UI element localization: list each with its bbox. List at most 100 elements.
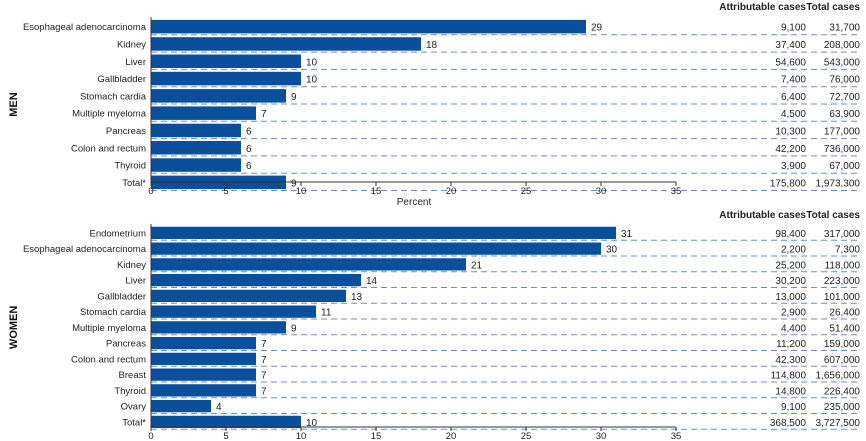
x-tick-label: 25 [521,431,532,441]
category-label: Stomach cardia [80,307,147,318]
attributable-cases-value: 4,500 [781,109,806,120]
category-label: Thyroid [114,386,146,397]
attributable-cases-value: 4,400 [781,323,806,334]
category-label: Thyroid [114,161,146,172]
attributable-cases-value: 42,200 [775,144,806,155]
x-axis-label: Percent [397,197,432,208]
group-label-men: MEN [8,92,20,117]
x-tick-label: 5 [223,186,228,197]
bar [151,273,361,287]
category-label: Multiple myeloma [72,109,147,120]
data-label: 14 [366,276,378,287]
attributable-cases-value: 98,400 [775,229,806,240]
data-label: 7 [261,109,267,120]
data-label: 11 [321,308,332,319]
category-label: Gallbladder [97,74,146,85]
total-cases-value: 63,900 [829,109,860,120]
category-label: Multiple myeloma [72,323,147,334]
x-tick-label: 10 [296,431,307,441]
x-tick-label: 20 [446,186,457,197]
bar [151,289,346,303]
total-cases-value: 7,300 [835,245,860,256]
bar [151,106,256,120]
total-cases-value: 607,000 [824,355,861,366]
bar [151,352,256,366]
data-label: 9 [291,178,297,189]
attributable-cases-value: 9,100 [781,402,806,413]
attributable-cases-value: 3,900 [781,161,806,172]
attributable-cases-value: 10,300 [775,126,806,137]
attributable-cases-value: 2,200 [781,245,806,256]
bar [151,71,301,86]
category-label: Pancreas [106,339,146,350]
data-label: 31 [621,229,633,240]
data-label: 7 [261,339,267,350]
group-label-women: WOMEN [8,306,20,349]
attributable-cases-value: 175,800 [770,178,807,189]
bar [151,399,211,413]
category-label: Liver [125,57,146,68]
data-label: 6 [246,126,252,137]
attributable-cases-value: 6,400 [781,92,806,103]
data-label: 18 [426,40,438,51]
x-tick-label: 25 [521,186,532,197]
bar [151,368,256,381]
bar [151,158,241,172]
bar [151,54,301,68]
bar [151,258,466,271]
attributable-cases-value: 11,200 [776,339,806,350]
data-label: 6 [246,144,252,155]
category-label: Colon and rectum [71,143,146,154]
attributable-cases-value: 14,800 [775,386,806,397]
attributable-cases-value: 114,800 [771,371,807,382]
total-cases-value: 226,400 [824,386,861,397]
data-label: 10 [306,418,318,429]
category-label: Colon and rectum [71,354,146,365]
total-cases-value: 235,000 [824,402,861,413]
total-cases-value: 118,000 [825,260,861,271]
x-tick-label: 35 [671,186,682,197]
total-cases-value: 31,700 [829,23,860,34]
category-label: Total* [122,417,146,428]
total-cases-value: 1,656,000 [816,371,861,382]
bar [151,37,421,51]
data-label: 10 [306,75,318,86]
x-tick-label: 10 [296,186,307,197]
bar [151,123,241,138]
data-label: 6 [246,161,252,172]
bar [151,305,316,318]
category-label: Endometrium [90,228,147,239]
data-label: 13 [351,292,363,303]
header-attributable-cases: Attributable cases [719,2,806,13]
data-label: 7 [261,371,267,382]
total-cases-value: 543,000 [824,57,861,68]
x-tick-label: 20 [446,431,457,441]
x-tick-label: 30 [596,431,607,441]
category-label: Liver [125,276,146,287]
data-label: 21 [471,260,483,271]
attributable-cases-value: 9,100 [781,23,806,34]
total-cases-value: 72,700 [829,92,860,103]
header-attributable-cases: Attributable cases [719,210,806,221]
data-label: 9 [291,92,297,103]
category-label: Ovary [121,402,147,413]
total-cases-value: 51,400 [829,323,860,334]
bar [151,242,601,255]
category-label: Breast [119,370,147,381]
total-cases-value: 101,000 [824,292,861,303]
total-cases-value: 67,000 [829,161,860,172]
category-label: Gallbladder [97,291,146,302]
bar [151,89,286,103]
total-cases-value: 317,000 [824,229,861,240]
header-total-cases: Total cases [806,2,860,13]
total-cases-value: 223,000 [824,276,861,287]
bar [151,19,586,34]
bar [151,141,241,155]
header-total-cases: Total cases [806,210,860,221]
total-cases-value: 1,973,300 [816,178,861,189]
attributable-cases-value: 30,200 [775,276,806,287]
x-tick-label: 0 [148,186,153,197]
total-cases-value: 159,000 [824,339,861,350]
data-label: 30 [606,245,618,256]
